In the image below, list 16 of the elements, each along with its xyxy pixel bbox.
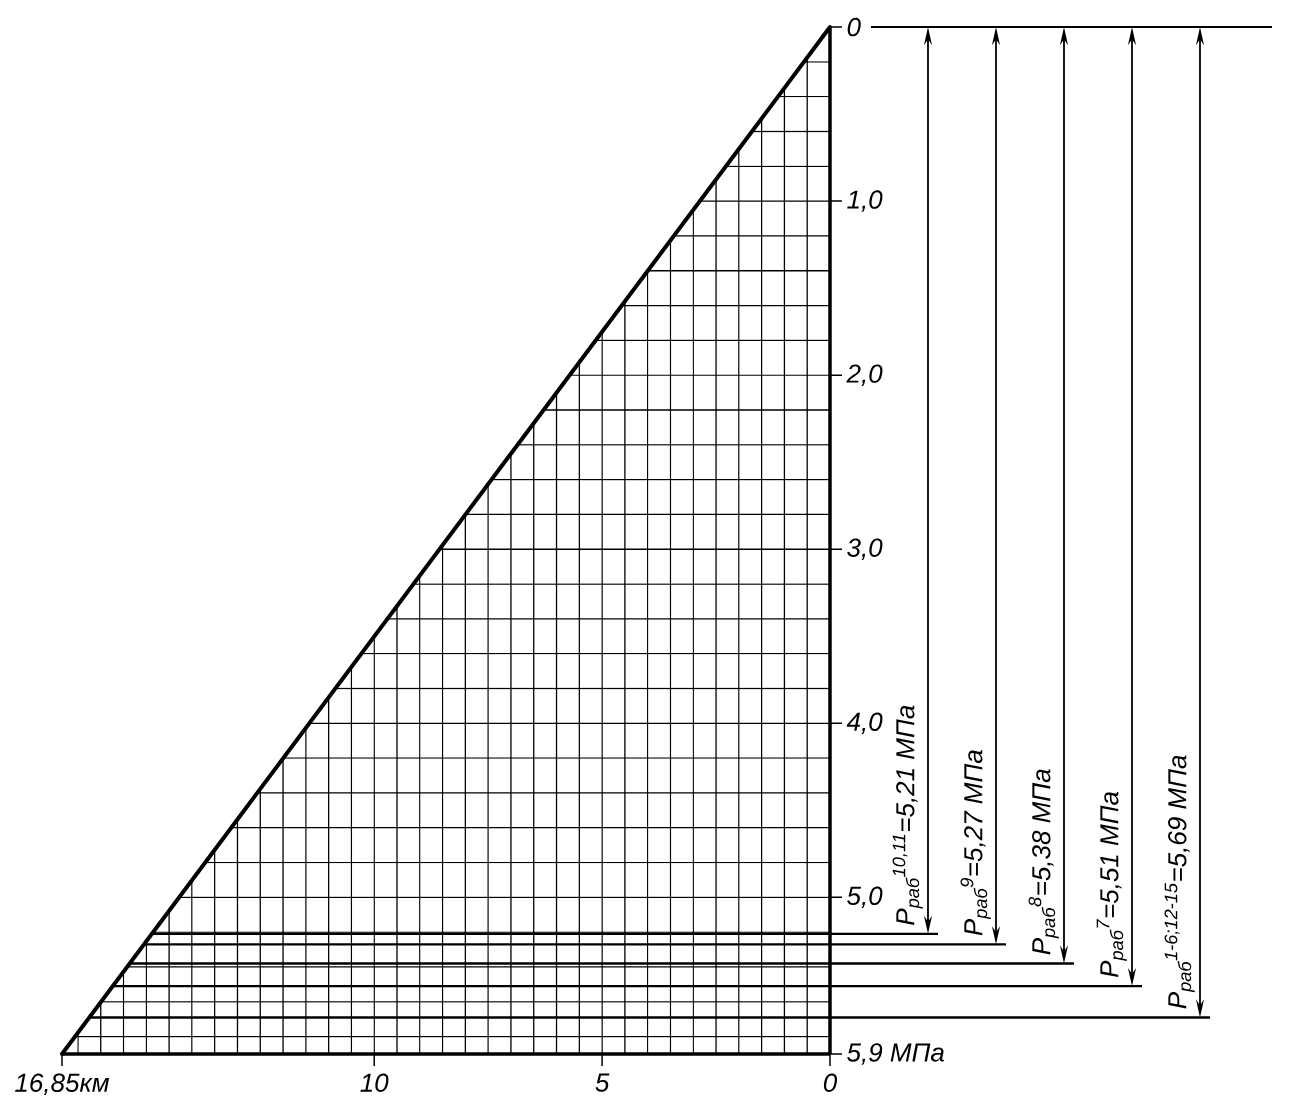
x-tick-label: 5 bbox=[595, 1073, 610, 1092]
x-tick-label: 16,85км bbox=[15, 1073, 110, 1096]
ref-line-label: P$_{раб}$$^{9}$=5,27 МПа bbox=[960, 750, 991, 936]
x-tick-label: 10 bbox=[360, 1073, 389, 1092]
ref-line-label: P$_{раб}$$^{1-6;12-15}$=5,69 МПа bbox=[1164, 755, 1195, 1009]
y-tick-label: 2,0 bbox=[846, 364, 883, 386]
ref-line-label: P$_{раб}$$^{8}$=5,38 МПа bbox=[1028, 769, 1059, 955]
y-tick-label: 5,9 МПа bbox=[847, 1043, 944, 1065]
y-tick-label: 0 bbox=[847, 17, 861, 37]
ref-line-label: P$_{раб}$$^{10,11}$=5,21 МПа bbox=[892, 705, 923, 925]
y-tick-label: 1,0 bbox=[847, 190, 883, 212]
ref-line-label: P$_{раб}$$^{7}$=5,51 МПа bbox=[1096, 791, 1127, 978]
x-tick-label: 0 bbox=[823, 1073, 838, 1092]
y-tick-label: 3,0 bbox=[847, 538, 883, 560]
y-tick-label: 4,0 bbox=[846, 712, 883, 735]
y-tick-label: 5,0 bbox=[847, 886, 883, 909]
